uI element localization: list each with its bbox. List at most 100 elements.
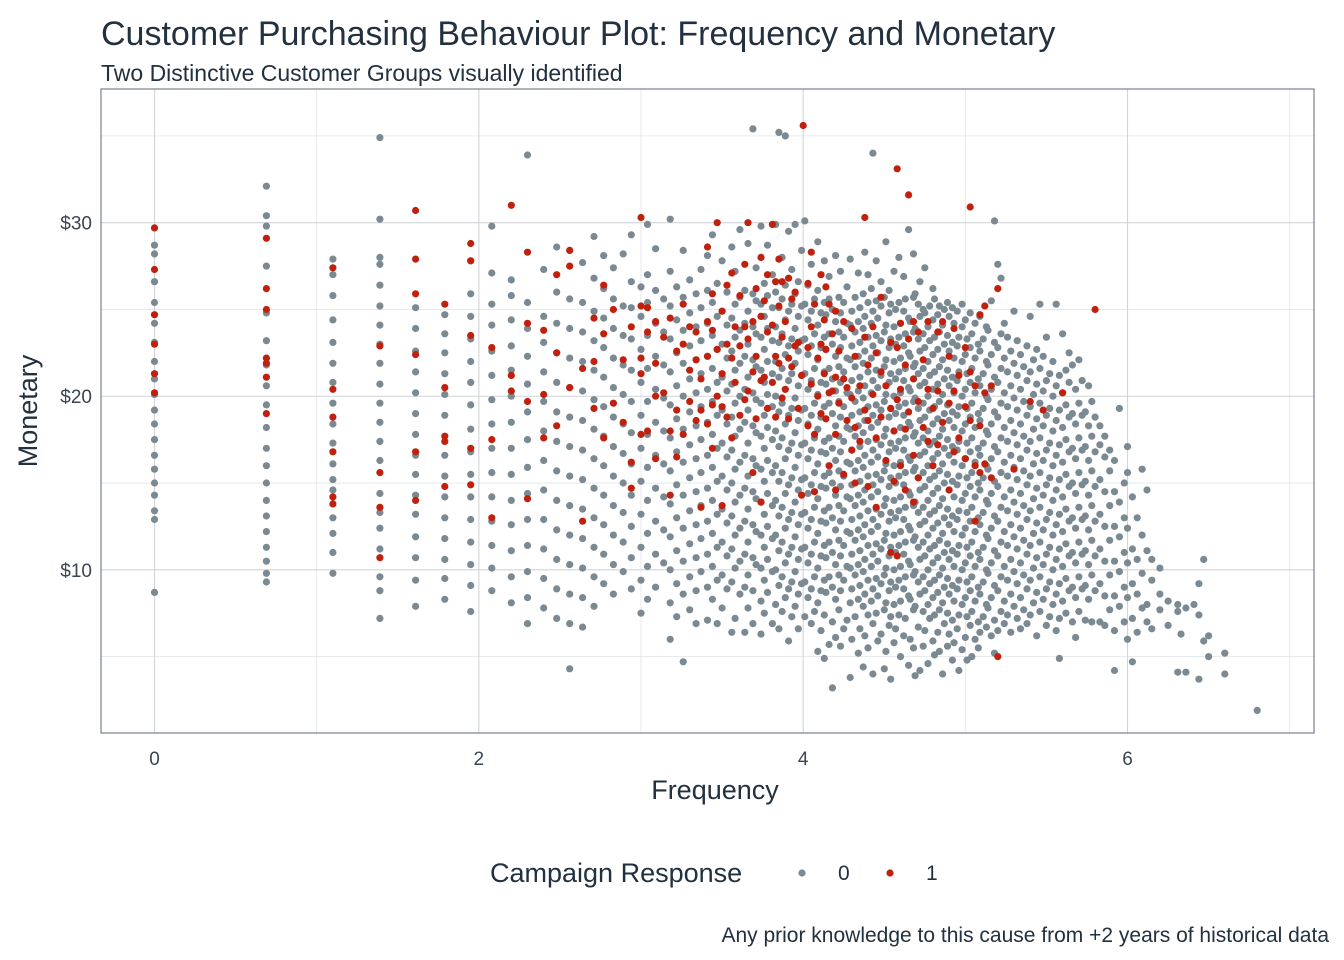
point-response-0	[864, 541, 872, 550]
point-response-0	[728, 479, 736, 487]
point-response-0	[1143, 486, 1151, 494]
point-response-0	[609, 531, 618, 539]
point-response-0	[507, 521, 515, 529]
point-response-0	[540, 456, 548, 465]
point-response-0	[692, 521, 700, 529]
y-tick-label: $30	[60, 214, 92, 235]
point-response-0	[869, 550, 877, 558]
point-response-0	[804, 351, 812, 359]
point-response-1	[660, 389, 668, 397]
point-response-0	[679, 293, 687, 301]
point-response-0	[832, 491, 840, 499]
point-response-0	[1182, 668, 1190, 676]
point-response-1	[861, 213, 869, 222]
point-response-0	[523, 568, 532, 576]
point-response-0	[843, 283, 851, 291]
point-response-0	[914, 508, 922, 517]
point-response-0	[1138, 465, 1146, 473]
point-response-0	[744, 239, 752, 248]
point-response-1	[835, 399, 843, 407]
point-response-0	[810, 573, 819, 581]
point-response-0	[1042, 446, 1050, 454]
point-response-0	[861, 347, 869, 355]
point-response-0	[736, 359, 744, 367]
point-response-0	[966, 552, 974, 560]
point-response-0	[752, 264, 760, 272]
point-response-0	[772, 288, 780, 296]
point-response-0	[600, 521, 608, 529]
point-response-0	[1174, 668, 1182, 676]
point-response-0	[262, 496, 270, 504]
point-response-0	[1046, 370, 1054, 378]
point-response-0	[822, 519, 830, 527]
point-response-1	[728, 434, 736, 442]
point-response-0	[854, 595, 862, 603]
point-response-0	[1059, 562, 1067, 571]
point-response-0	[976, 555, 984, 564]
point-response-0	[749, 290, 757, 298]
point-response-0	[979, 404, 987, 412]
point-response-0	[1023, 481, 1031, 489]
point-response-1	[553, 349, 561, 357]
point-response-0	[627, 585, 635, 593]
point-response-0	[990, 616, 999, 624]
point-response-1	[637, 430, 645, 438]
point-response-0	[825, 399, 833, 407]
point-response-0	[666, 335, 674, 343]
point-response-1	[807, 380, 815, 388]
point-response-0	[921, 517, 929, 525]
point-response-0	[488, 321, 496, 329]
point-response-0	[1013, 476, 1021, 484]
point-response-0	[1036, 434, 1044, 442]
point-response-0	[778, 469, 786, 477]
point-response-0	[921, 309, 929, 317]
point-response-0	[441, 311, 449, 319]
point-response-0	[467, 290, 475, 298]
point-response-1	[329, 493, 337, 501]
point-response-0	[1072, 385, 1080, 393]
point-response-0	[814, 286, 822, 294]
point-response-1	[798, 371, 806, 379]
point-response-0	[911, 672, 919, 680]
point-response-0	[887, 300, 895, 308]
point-response-0	[1042, 585, 1050, 593]
point-response-0	[930, 333, 939, 341]
point-response-0	[1081, 581, 1089, 590]
point-response-0	[953, 481, 961, 489]
point-response-0	[609, 590, 618, 598]
point-response-0	[1128, 580, 1136, 588]
point-response-0	[892, 625, 900, 633]
point-response-0	[775, 477, 783, 485]
point-response-0	[1110, 592, 1119, 600]
point-response-0	[329, 292, 337, 300]
point-response-0	[1026, 437, 1034, 445]
point-response-0	[673, 547, 681, 555]
point-response-1	[728, 354, 736, 362]
point-response-0	[896, 562, 905, 571]
point-response-0	[911, 359, 919, 367]
point-response-0	[921, 552, 929, 560]
point-response-0	[987, 489, 995, 498]
point-response-0	[934, 380, 942, 388]
point-response-0	[600, 344, 608, 352]
point-response-0	[990, 338, 999, 346]
point-response-0	[1003, 576, 1012, 584]
point-response-0	[794, 382, 802, 390]
point-response-1	[744, 219, 752, 227]
point-response-1	[666, 491, 674, 499]
point-response-0	[887, 370, 895, 378]
point-response-0	[540, 397, 548, 406]
point-response-0	[376, 545, 384, 553]
point-response-0	[1085, 382, 1093, 390]
point-response-0	[914, 335, 922, 343]
point-response-0	[1003, 368, 1012, 376]
point-response-0	[864, 611, 872, 619]
point-response-0	[979, 335, 987, 343]
point-response-0	[1055, 580, 1063, 588]
point-response-0	[882, 599, 890, 607]
point-response-0	[984, 326, 992, 334]
point-response-0	[507, 316, 515, 324]
point-response-0	[929, 285, 937, 293]
point-response-1	[807, 323, 815, 331]
point-response-1	[686, 366, 694, 374]
